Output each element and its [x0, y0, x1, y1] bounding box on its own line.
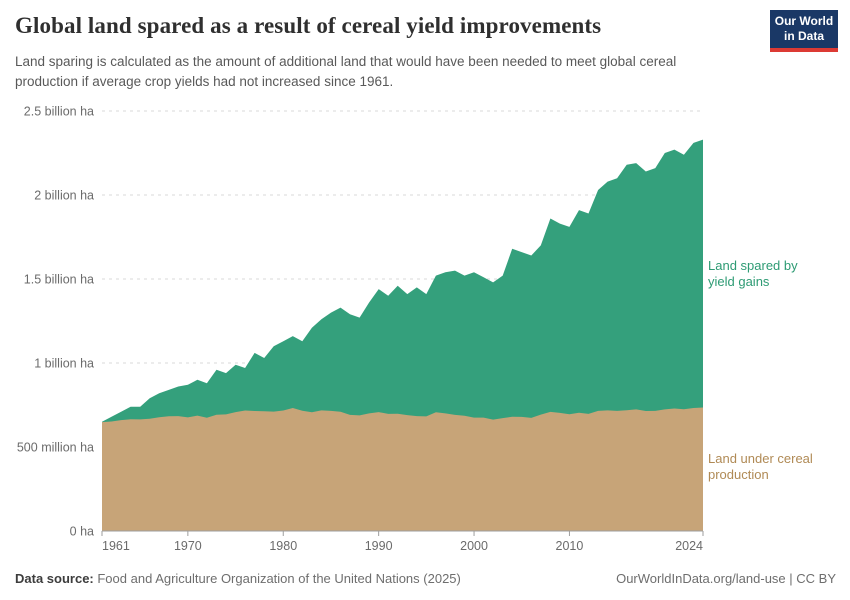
- x-axis-label: 1980: [269, 539, 297, 553]
- y-axis-label: 1 billion ha: [34, 357, 94, 371]
- x-axis-label: 2000: [460, 539, 488, 553]
- x-axis-label: 2010: [556, 539, 584, 553]
- series-label-land-under-cereal-production: production: [708, 467, 769, 482]
- y-axis-label: 1.5 billion ha: [24, 273, 94, 287]
- y-axis-label: 0 ha: [70, 525, 94, 539]
- owid-url-link[interactable]: OurWorldInData.org/land-use | CC BY: [616, 571, 836, 586]
- owid-logo[interactable]: Our World in Data: [770, 10, 838, 52]
- y-axis-label: 500 million ha: [17, 441, 94, 455]
- data-source-label: Data source:: [15, 571, 94, 586]
- x-axis-label: 1990: [365, 539, 393, 553]
- chart-subtitle: Land sparing is calculated as the amount…: [15, 54, 677, 90]
- series-label-land-spared-by-yield-gains: yield gains: [708, 274, 770, 289]
- owid-logo-line1: Our World: [774, 14, 834, 28]
- area-land-under-cereal-production[interactable]: [102, 407, 703, 532]
- x-axis-label: 1970: [174, 539, 202, 553]
- x-axis-label: 1961: [102, 539, 130, 553]
- x-axis-label: 2024: [675, 539, 703, 553]
- owid-logo-red-bar: [770, 48, 838, 52]
- data-source-note: Data source: Food and Agriculture Organi…: [15, 571, 461, 586]
- series-label-land-spared-by-yield-gains: Land spared by: [708, 258, 798, 273]
- y-axis-label: 2.5 billion ha: [24, 105, 94, 119]
- owid-logo-line2: in Data: [783, 29, 824, 43]
- y-axis-label: 2 billion ha: [34, 189, 94, 203]
- series-label-land-under-cereal-production: Land under cereal: [708, 451, 813, 466]
- data-source-text: Food and Agriculture Organization of the…: [93, 571, 461, 586]
- page-title: Global land spared as a result of cereal…: [15, 13, 602, 38]
